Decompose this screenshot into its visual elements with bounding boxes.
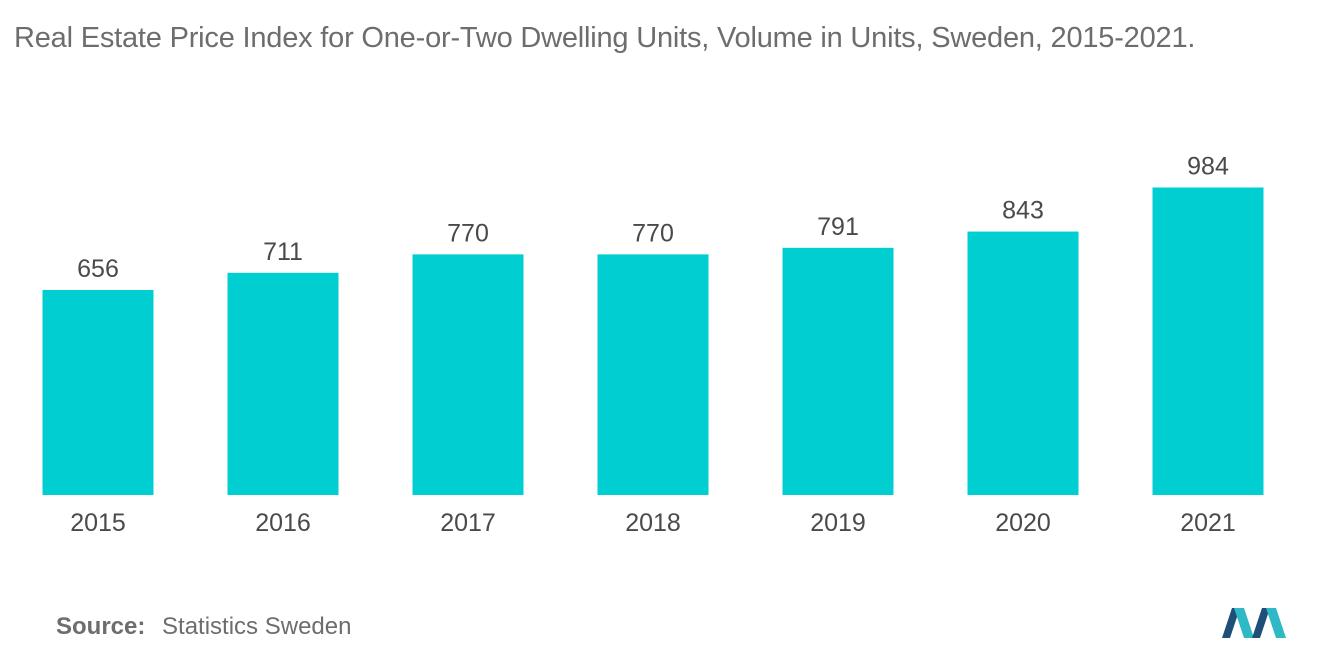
chart-title: Real Estate Price Index for One-or-Two D…	[14, 22, 1196, 54]
bar-2020	[967, 231, 1079, 495]
x-tick-label-2018: 2018	[625, 509, 681, 537]
value-label-2018: 770	[632, 219, 674, 247]
x-tick-label-2019: 2019	[810, 509, 866, 537]
bar-2015	[42, 290, 154, 495]
x-tick-labels-group: 2015 2016 2017 2018 2019 2020 2021	[70, 509, 1236, 537]
source-label: Source:	[56, 613, 146, 640]
value-label-2015: 656	[77, 255, 119, 283]
mordor-intelligence-logo-icon	[1222, 608, 1286, 638]
bar-2021	[1152, 187, 1264, 495]
x-tick-label-2016: 2016	[255, 509, 311, 537]
x-tick-label-2015: 2015	[70, 509, 126, 537]
value-label-2016: 711	[263, 238, 303, 266]
bar-2018	[597, 254, 709, 495]
value-label-2020: 843	[1002, 197, 1044, 225]
x-tick-label-2021: 2021	[1180, 509, 1236, 537]
value-label-2019: 791	[817, 213, 859, 241]
value-label-2017: 770	[447, 219, 489, 247]
bars-group	[42, 187, 1264, 495]
value-labels-group: 656 711 770 770 791 843 984	[77, 153, 1229, 284]
bar-2016	[227, 272, 339, 495]
source-text: Statistics Sweden	[162, 613, 352, 640]
x-tick-label-2017: 2017	[440, 509, 496, 537]
bar-2017	[412, 254, 524, 495]
bar-2019	[782, 247, 894, 495]
x-tick-label-2020: 2020	[995, 509, 1051, 537]
value-label-2021: 984	[1187, 153, 1229, 181]
source-note: Source: Statistics Sweden	[56, 613, 351, 641]
